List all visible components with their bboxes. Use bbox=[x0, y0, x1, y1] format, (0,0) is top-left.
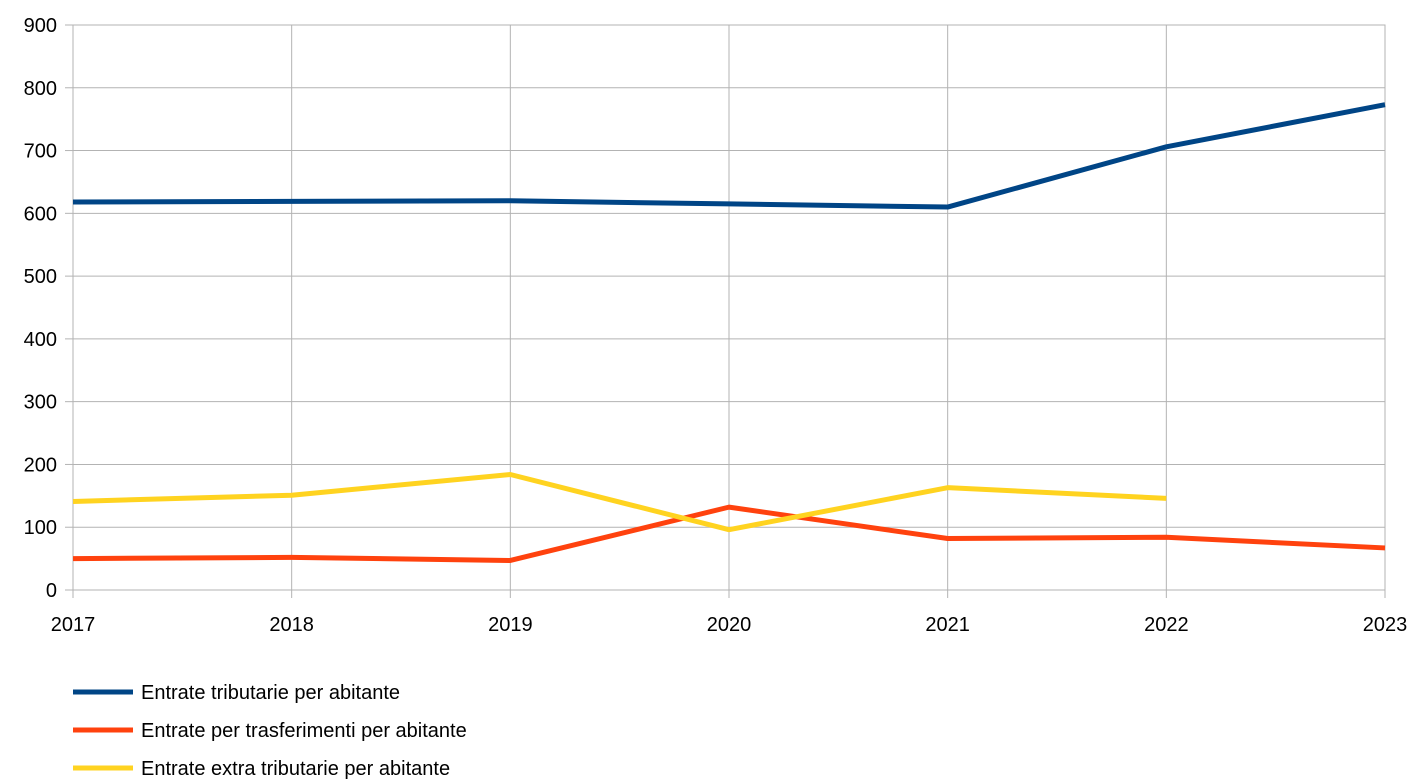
series-line-2 bbox=[72, 504, 1386, 563]
y-tick-label: 0 bbox=[46, 580, 57, 602]
x-tick-label: 2022 bbox=[1144, 614, 1189, 636]
x-tick-label: 2019 bbox=[488, 614, 533, 636]
y-tick-label: 100 bbox=[24, 517, 57, 539]
y-tick-label: 900 bbox=[24, 15, 57, 37]
x-tick-label: 2018 bbox=[269, 614, 314, 636]
x-tick-label: 2017 bbox=[51, 614, 96, 636]
y-tick-label: 500 bbox=[24, 266, 57, 288]
x-axis-ticks: 2017 2018 2019 2020 2021 2022 2023 bbox=[51, 590, 1408, 636]
x-tick-label: 2023 bbox=[1363, 614, 1408, 636]
legend-label: Entrate extra tributarie per abitante bbox=[141, 758, 450, 780]
y-tick-label: 700 bbox=[24, 141, 57, 163]
legend-label: Entrate per trasferimenti per abitante bbox=[141, 720, 467, 742]
x-tick-label: 2021 bbox=[925, 614, 970, 636]
y-tick-label: 600 bbox=[24, 203, 57, 225]
legend-label: Entrate tributarie per abitante bbox=[141, 682, 400, 704]
y-axis-ticks: 0 100 200 300 400 500 600 700 800 900 bbox=[24, 15, 73, 602]
y-tick-label: 400 bbox=[24, 329, 57, 351]
x-tick-label: 2020 bbox=[707, 614, 752, 636]
y-tick-label: 800 bbox=[24, 78, 57, 100]
series-lines bbox=[72, 102, 1386, 563]
series-line-1 bbox=[72, 102, 1386, 210]
series-line-3 bbox=[72, 471, 1167, 533]
y-tick-label: 200 bbox=[24, 454, 57, 476]
y-tick-label: 300 bbox=[24, 392, 57, 414]
legend: Entrate tributarie per abitante Entrate p… bbox=[73, 682, 467, 780]
